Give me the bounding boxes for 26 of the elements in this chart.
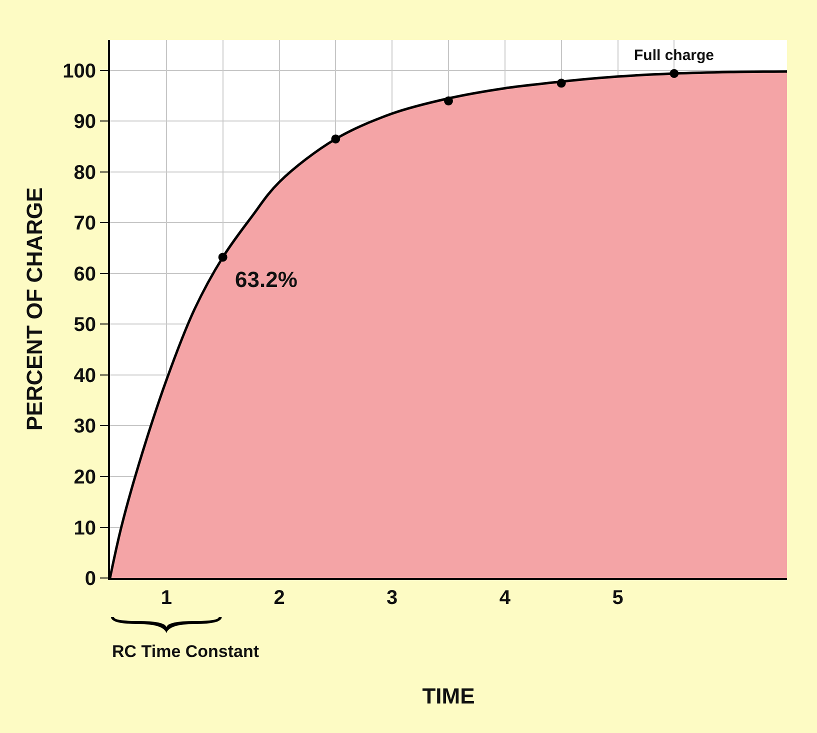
y-tick-label: 70 (74, 212, 96, 235)
x-tick-label: 4 (499, 587, 512, 609)
y-tick-label: 40 (74, 364, 96, 387)
y-tick-label: 10 (74, 517, 96, 540)
y-tick-label: 60 (74, 263, 96, 286)
y-axis-title: PERCENT OF CHARGE (22, 187, 47, 431)
y-tick-label: 30 (74, 416, 96, 438)
x-tick-label: 1 (160, 587, 172, 609)
point (218, 252, 228, 262)
annotation: 63.2% (235, 267, 298, 292)
annotation: Full charge (634, 47, 714, 64)
x-tick-label: 5 (612, 587, 624, 609)
y-tick-label: 50 (74, 314, 96, 336)
x-tick-label: 3 (386, 587, 398, 609)
y-tick-label: 80 (74, 162, 96, 184)
x-axis-title: TIME (422, 683, 475, 708)
y-tick-label: 100 (62, 60, 96, 82)
point (444, 96, 453, 106)
point (331, 134, 340, 144)
x-tick-label: 2 (274, 587, 285, 609)
point (670, 69, 679, 78)
y-tick-label: 0 (84, 568, 96, 590)
text: RC Time Constant (112, 642, 260, 661)
y-tick-label: 20 (74, 466, 96, 488)
point (556, 78, 566, 88)
y-tick-label: 90 (74, 111, 96, 134)
